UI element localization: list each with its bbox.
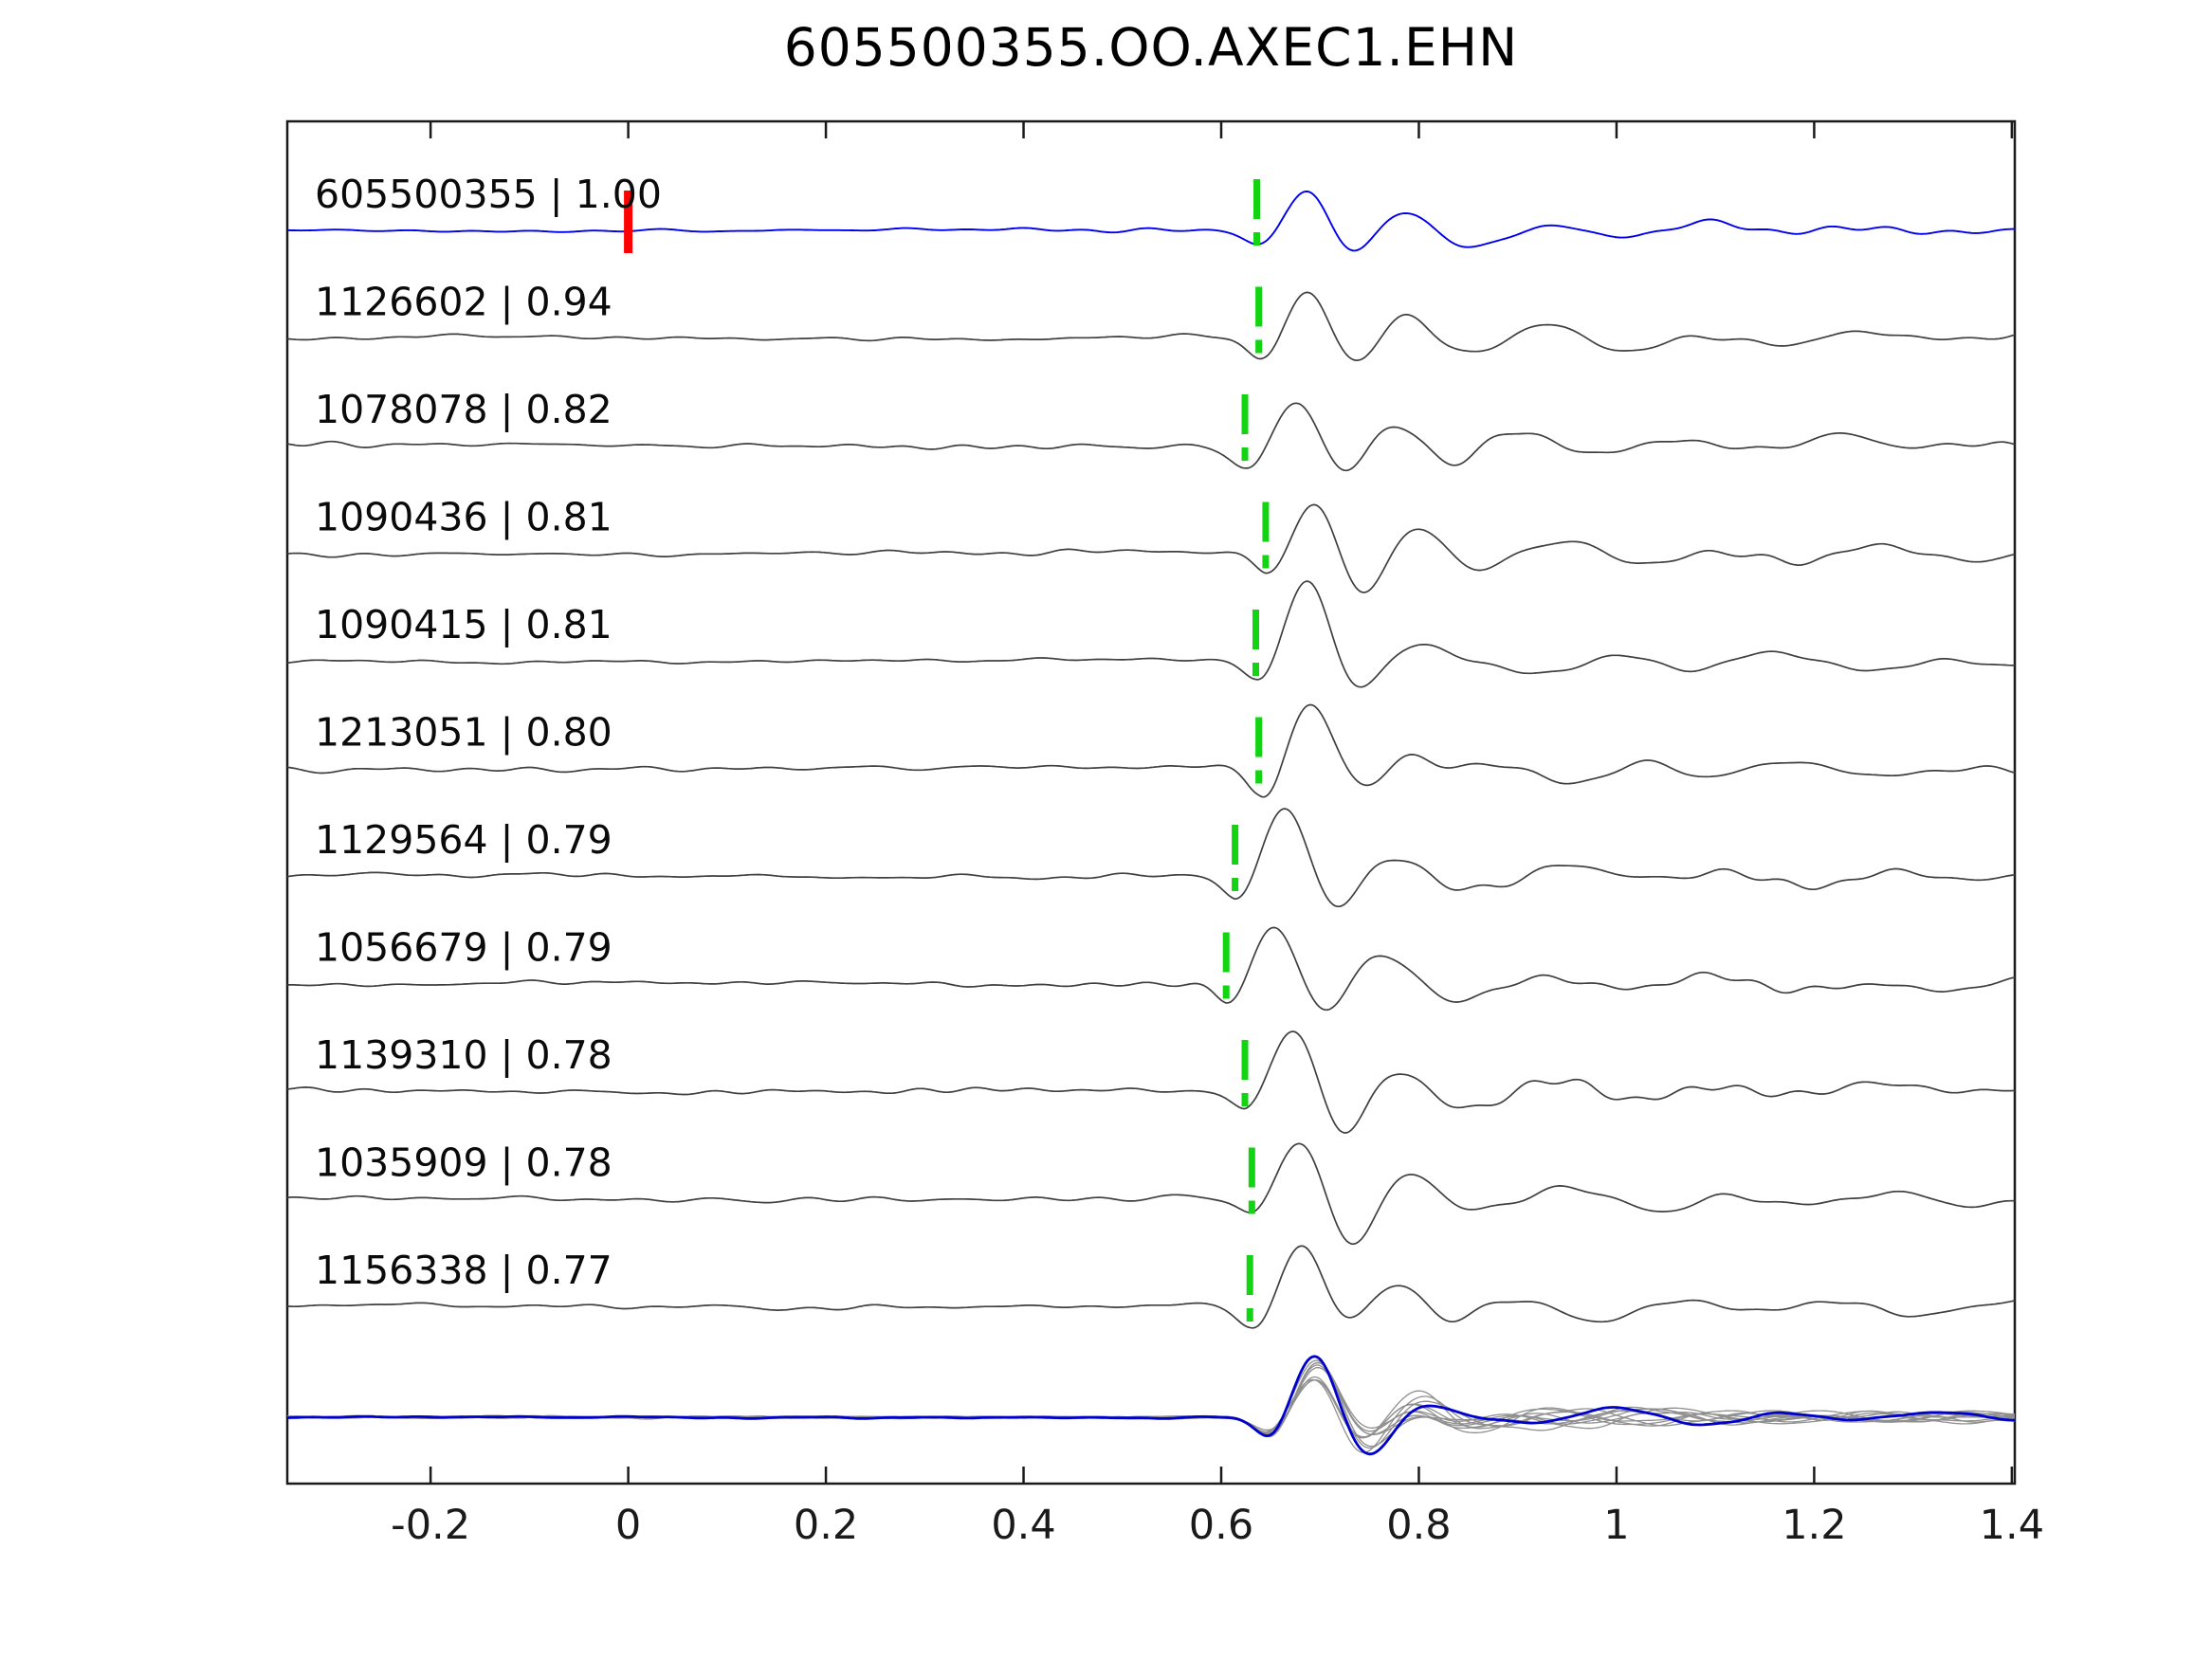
trace-label: 1090415 | 0.81 bbox=[315, 602, 612, 647]
trace-label: 1156338 | 0.77 bbox=[315, 1248, 612, 1293]
x-tick-label: -0.2 bbox=[391, 1502, 470, 1549]
x-tick-label: 1.2 bbox=[1782, 1502, 1846, 1549]
overlay-trace bbox=[287, 1379, 2015, 1439]
overlay-trace bbox=[287, 1361, 2015, 1438]
waveform-trace bbox=[287, 1245, 2015, 1329]
waveform-trace bbox=[287, 580, 2015, 688]
x-tick-label: 0 bbox=[615, 1502, 641, 1549]
x-tick-label: 1.4 bbox=[1980, 1502, 2044, 1549]
waveform-trace bbox=[287, 703, 2015, 798]
overlay-reference-trace bbox=[287, 1355, 2015, 1456]
reference-waveform-trace bbox=[287, 191, 2015, 252]
traces-group bbox=[287, 191, 2015, 1329]
waveform-trace bbox=[287, 926, 2015, 1012]
waveform-trace bbox=[287, 1142, 2015, 1246]
pick-markers-group bbox=[624, 179, 1270, 1322]
waveform-trace bbox=[287, 503, 2015, 593]
waveform-trace bbox=[287, 291, 2015, 361]
x-tick-label: 0.6 bbox=[1189, 1502, 1253, 1549]
overlay-trace bbox=[287, 1359, 2015, 1448]
trace-label: 605500355 | 1.00 bbox=[315, 172, 662, 217]
trace-label: 1126602 | 0.94 bbox=[315, 280, 612, 325]
overlay-trace bbox=[287, 1378, 2015, 1439]
plot-border bbox=[285, 119, 2017, 1486]
trace-labels-group: 605500355 | 1.00 1126602 | 0.94 1078078 | … bbox=[315, 172, 662, 1293]
x-axis: -0.2 0 0.2 0.4 0.6 0.8 1 1.2 1.4 bbox=[285, 119, 2044, 1549]
overlay-trace bbox=[287, 1355, 2015, 1449]
trace-label: 1139310 | 0.78 bbox=[315, 1032, 612, 1078]
x-tick-label: 0.4 bbox=[991, 1502, 1055, 1549]
trace-label: 1056679 | 0.79 bbox=[315, 925, 612, 971]
trace-label: 1078078 | 0.82 bbox=[315, 387, 612, 432]
x-tick-label: 1 bbox=[1603, 1502, 1629, 1549]
chart-title: 605500355.OO.AXEC1.EHN bbox=[783, 17, 1519, 78]
x-tick-label: 0.2 bbox=[794, 1502, 858, 1549]
overlay-traces bbox=[287, 1355, 2015, 1456]
overlay-trace bbox=[287, 1366, 2015, 1434]
waveform-trace bbox=[287, 1030, 2015, 1134]
trace-label: 1090436 | 0.81 bbox=[315, 495, 612, 540]
trace-label: 1129564 | 0.79 bbox=[315, 817, 612, 863]
x-tick-label: 0.8 bbox=[1386, 1502, 1451, 1549]
overlay-trace bbox=[287, 1361, 2015, 1436]
trace-label: 1035909 | 0.78 bbox=[315, 1140, 612, 1186]
waveform-trace bbox=[287, 402, 2015, 472]
overlay-trace bbox=[287, 1376, 2015, 1438]
waveform-trace bbox=[287, 808, 2015, 908]
trace-label: 1213051 | 0.80 bbox=[315, 710, 612, 756]
overlay-trace bbox=[287, 1364, 2015, 1435]
